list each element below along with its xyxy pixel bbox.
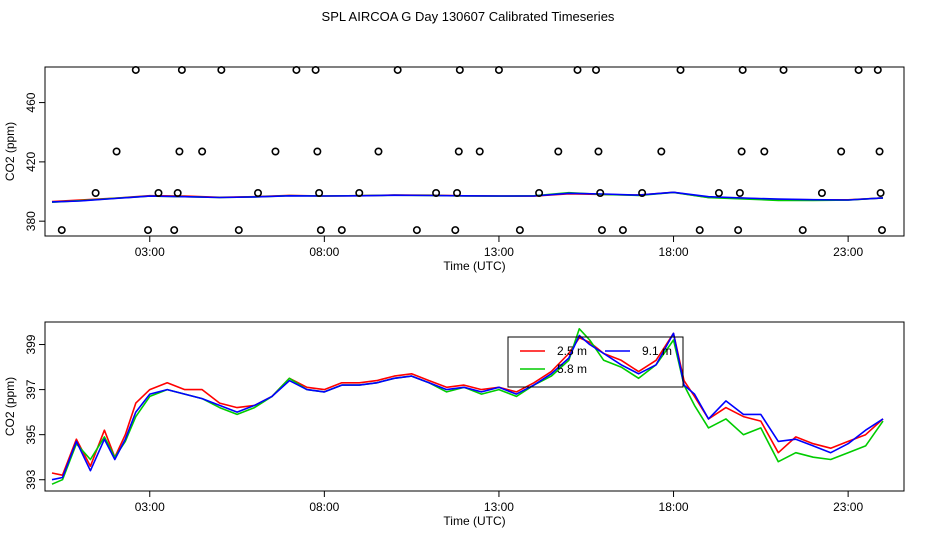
data-point xyxy=(475,147,484,156)
data-point xyxy=(374,147,383,156)
data-point xyxy=(432,189,441,198)
data-point xyxy=(779,65,788,74)
data-point xyxy=(573,65,582,74)
data-point xyxy=(271,147,280,156)
x-tick-label: 13:00 xyxy=(484,500,514,514)
top-panel: 03:00 08:00 13:00 18:00 23:00 380 420 460 Time (… xyxy=(3,65,905,273)
legend-label: 2.5 m xyxy=(557,344,587,358)
data-point xyxy=(878,226,887,235)
data-point xyxy=(453,189,462,198)
data-point xyxy=(873,65,882,74)
data-point xyxy=(412,226,421,235)
data-point xyxy=(311,65,320,74)
data-point xyxy=(737,147,746,156)
x-tick-label: 13:00 xyxy=(484,245,514,259)
data-point xyxy=(854,65,863,74)
data-point xyxy=(714,189,723,198)
x-tick-label: 23:00 xyxy=(833,500,863,514)
data-point xyxy=(597,226,606,235)
x-tick-label: 23:00 xyxy=(833,245,863,259)
data-point xyxy=(817,189,826,198)
data-point xyxy=(876,189,885,198)
series-line-25m xyxy=(51,332,884,477)
data-point xyxy=(695,226,704,235)
x-tick-label: 18:00 xyxy=(659,500,689,514)
data-point xyxy=(657,147,666,156)
data-point xyxy=(451,226,460,235)
data-point xyxy=(760,147,769,156)
y-tick-label: 397 xyxy=(24,379,38,399)
data-point xyxy=(316,226,325,235)
data-point xyxy=(535,189,544,198)
data-point xyxy=(144,226,153,235)
data-point xyxy=(234,226,243,235)
data-point xyxy=(91,189,100,198)
data-point xyxy=(592,65,601,74)
data-point xyxy=(313,147,322,156)
data-point xyxy=(217,65,226,74)
plot-frame xyxy=(44,66,905,237)
data-point xyxy=(175,147,184,156)
data-point xyxy=(494,65,503,74)
y-tick-label: 393 xyxy=(24,469,38,489)
data-point xyxy=(254,189,263,198)
y-tick-label: 460 xyxy=(24,92,38,112)
data-point xyxy=(554,147,563,156)
data-point xyxy=(57,226,66,235)
y-tick-label: 420 xyxy=(24,152,38,172)
data-point xyxy=(837,147,846,156)
data-point xyxy=(594,147,603,156)
data-point xyxy=(315,189,324,198)
legend-label: 9.1 m xyxy=(642,344,672,358)
data-point xyxy=(738,65,747,74)
y-tick-label: 395 xyxy=(24,424,38,444)
legend-box xyxy=(507,336,684,388)
legend-label: 5.8 m xyxy=(557,362,587,376)
x-axis-label: Time (UTC) xyxy=(443,259,505,273)
data-point xyxy=(454,147,463,156)
data-point xyxy=(596,189,605,198)
data-point xyxy=(198,147,207,156)
x-tick-label: 08:00 xyxy=(309,500,339,514)
data-point xyxy=(618,226,627,235)
bottom-panel: 03:00 08:00 13:00 18:00 23:00 393 395 397 399 Tim… xyxy=(3,321,905,528)
y-axis-label: CO2 (ppm) xyxy=(3,377,17,436)
data-point xyxy=(455,65,464,74)
plot-frame xyxy=(44,321,905,492)
y-tick-label: 380 xyxy=(24,211,38,231)
data-point xyxy=(337,226,346,235)
chart-title: SPL AIRCOA G Day 130607 Calibrated Times… xyxy=(321,9,615,24)
data-point xyxy=(170,226,179,235)
x-tick-label: 08:00 xyxy=(309,245,339,259)
data-point xyxy=(875,147,884,156)
data-point xyxy=(112,147,121,156)
x-tick-label: 03:00 xyxy=(135,245,165,259)
data-point xyxy=(734,226,743,235)
x-axis-label: Time (UTC) xyxy=(443,514,505,528)
series-line-58m xyxy=(51,327,884,485)
data-point xyxy=(177,65,186,74)
series-line-91m xyxy=(51,332,884,481)
data-point xyxy=(154,189,163,198)
data-point xyxy=(798,226,807,235)
x-tick-label: 03:00 xyxy=(135,500,165,514)
data-point xyxy=(638,189,647,198)
data-point xyxy=(735,189,744,198)
data-point xyxy=(292,65,301,74)
legend: 2.5 m 5.8 m 9.1 m xyxy=(507,336,684,388)
data-point xyxy=(131,65,140,74)
data-point xyxy=(515,226,524,235)
data-point xyxy=(355,189,364,198)
data-point xyxy=(393,65,402,74)
x-tick-label: 18:00 xyxy=(659,245,689,259)
y-tick-label: 399 xyxy=(24,334,38,354)
y-axis-label: CO2 (ppm) xyxy=(3,122,17,181)
series-line-91m xyxy=(51,191,884,203)
data-point xyxy=(676,65,685,74)
data-point xyxy=(173,189,182,198)
